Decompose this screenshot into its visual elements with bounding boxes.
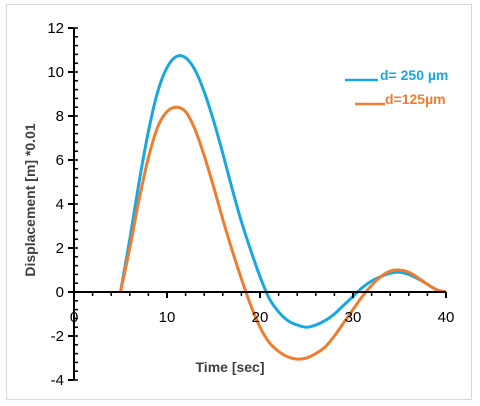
y-tick-label: 10 [47,64,64,81]
x-tick-label: 0 [70,309,78,326]
axes-layer: -4 -2 0 2 4 6 8 10 12 0 10 20 30 40 [47,20,454,389]
series-line-0 [119,54,447,329]
legend-label-250: d= 250 µm [380,67,448,83]
y-tick-label: 6 [56,152,64,169]
y-axis-title: Displacement [m] *0.01 [22,123,38,276]
chart-frame [6,4,472,400]
legend: d= 250 µm d=125µm [345,67,448,107]
y-tick-label: 2 [56,240,64,257]
x-tick-label: 10 [159,309,176,326]
y-tick-label: -4 [51,372,64,389]
x-tick-label: 20 [252,309,269,326]
x-tick-label: 30 [345,309,362,326]
y-tick-label: 12 [47,20,64,37]
x-tick-label: 40 [438,309,455,326]
series-line-1 [119,105,447,361]
x-axis-title: Time [sec] [196,359,265,375]
y-tick-label: 8 [56,108,64,125]
y-tick-label: -2 [51,328,64,345]
y-tick-label: 0 [56,284,64,301]
series-layer [119,54,447,361]
legend-label-125: d=125µm [385,91,446,107]
y-tick-label: 4 [56,196,64,213]
